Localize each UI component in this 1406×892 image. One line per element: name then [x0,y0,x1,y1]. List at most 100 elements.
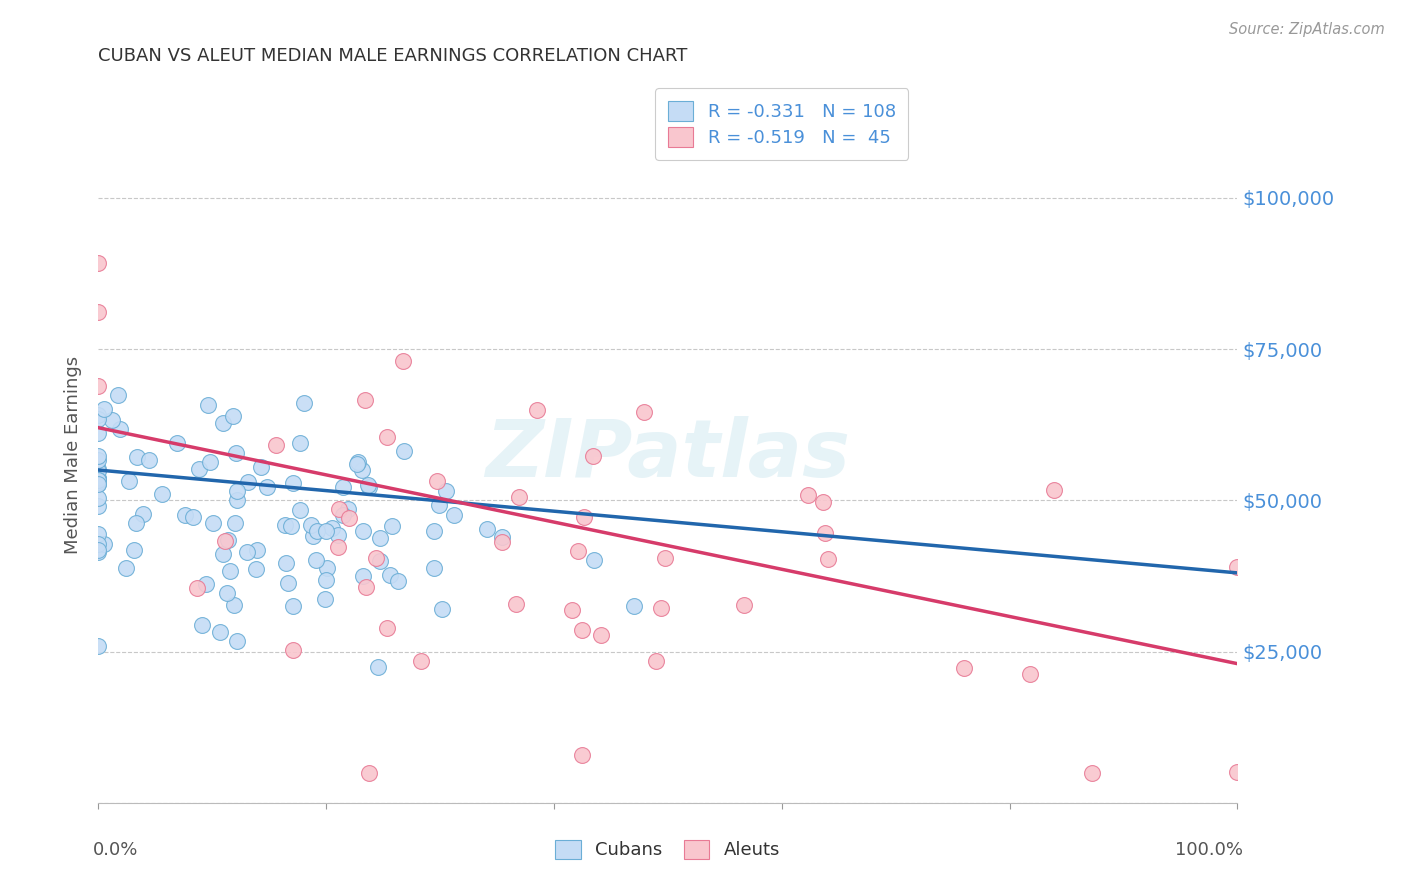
Point [1226,560,1249,574]
Y-axis label: Median Male Earnings: Median Male Earnings [65,356,83,554]
Point [202,516,225,530]
Point [582,449,605,463]
Point [359,480,381,494]
Point [181,510,204,524]
Point [288,502,311,516]
Point [87,477,110,491]
Point [314,592,336,607]
Point [246,543,269,558]
Point [245,562,267,576]
Point [654,551,676,566]
Point [299,517,322,532]
Point [337,502,360,516]
Point [387,574,409,588]
Point [1043,483,1066,497]
Point [114,561,136,575]
Point [432,602,454,616]
Point [174,508,197,522]
Legend: Cubans, Aleuts: Cubans, Aleuts [544,829,792,871]
Point [93,536,115,550]
Point [188,462,211,476]
Point [817,552,839,566]
Point [87,471,110,485]
Point [475,522,498,536]
Point [197,398,219,412]
Point [138,453,160,467]
Point [87,544,110,558]
Point [87,491,110,506]
Point [315,524,337,538]
Point [124,516,146,530]
Point [526,402,548,417]
Point [328,540,350,554]
Point [505,597,527,611]
Point [226,483,249,498]
Point [352,524,374,539]
Point [150,487,173,501]
Point [811,495,834,509]
Point [378,568,401,582]
Point [277,575,299,590]
Point [346,457,368,471]
Point [567,544,589,558]
Point [574,510,596,524]
Point [87,305,110,319]
Point [217,533,239,548]
Point [87,475,110,489]
Point [256,480,278,494]
Point [118,474,141,488]
Point [354,580,377,594]
Point [108,422,131,436]
Point [87,449,110,463]
Point [122,542,145,557]
Text: 100.0%: 100.0% [1175,841,1243,859]
Point [305,552,328,566]
Point [326,528,349,542]
Point [953,661,976,675]
Point [346,455,368,469]
Point [226,493,249,508]
Point [87,464,110,478]
Point [87,425,110,440]
Point [87,476,110,491]
Point [367,660,389,674]
Point [633,405,655,419]
Point [1019,667,1042,681]
Point [200,455,222,469]
Point [357,765,380,780]
Point [87,639,110,653]
Point [315,573,337,587]
Point [87,461,110,475]
Point [101,413,124,427]
Point [87,542,110,557]
Point [350,463,373,477]
Point [280,519,302,533]
Point [281,643,304,657]
Point [107,388,129,402]
Point [328,502,350,516]
Point [381,518,404,533]
Point [219,564,242,578]
Point [491,535,513,549]
Point [225,634,247,648]
Point [561,603,583,617]
Point [225,446,247,460]
Point [375,621,398,635]
Point [332,480,354,494]
Point [87,527,110,541]
Text: Source: ZipAtlas.com: Source: ZipAtlas.com [1229,22,1385,37]
Text: ZIPatlas: ZIPatlas [485,416,851,494]
Point [368,554,391,568]
Point [508,491,530,505]
Point [87,473,110,487]
Point [208,625,231,640]
Point [796,488,818,502]
Point [191,618,214,632]
Point [212,547,235,561]
Point [217,586,239,600]
Point [87,453,110,467]
Point [266,438,288,452]
Point [87,408,110,422]
Point [214,534,236,549]
Point [87,412,110,426]
